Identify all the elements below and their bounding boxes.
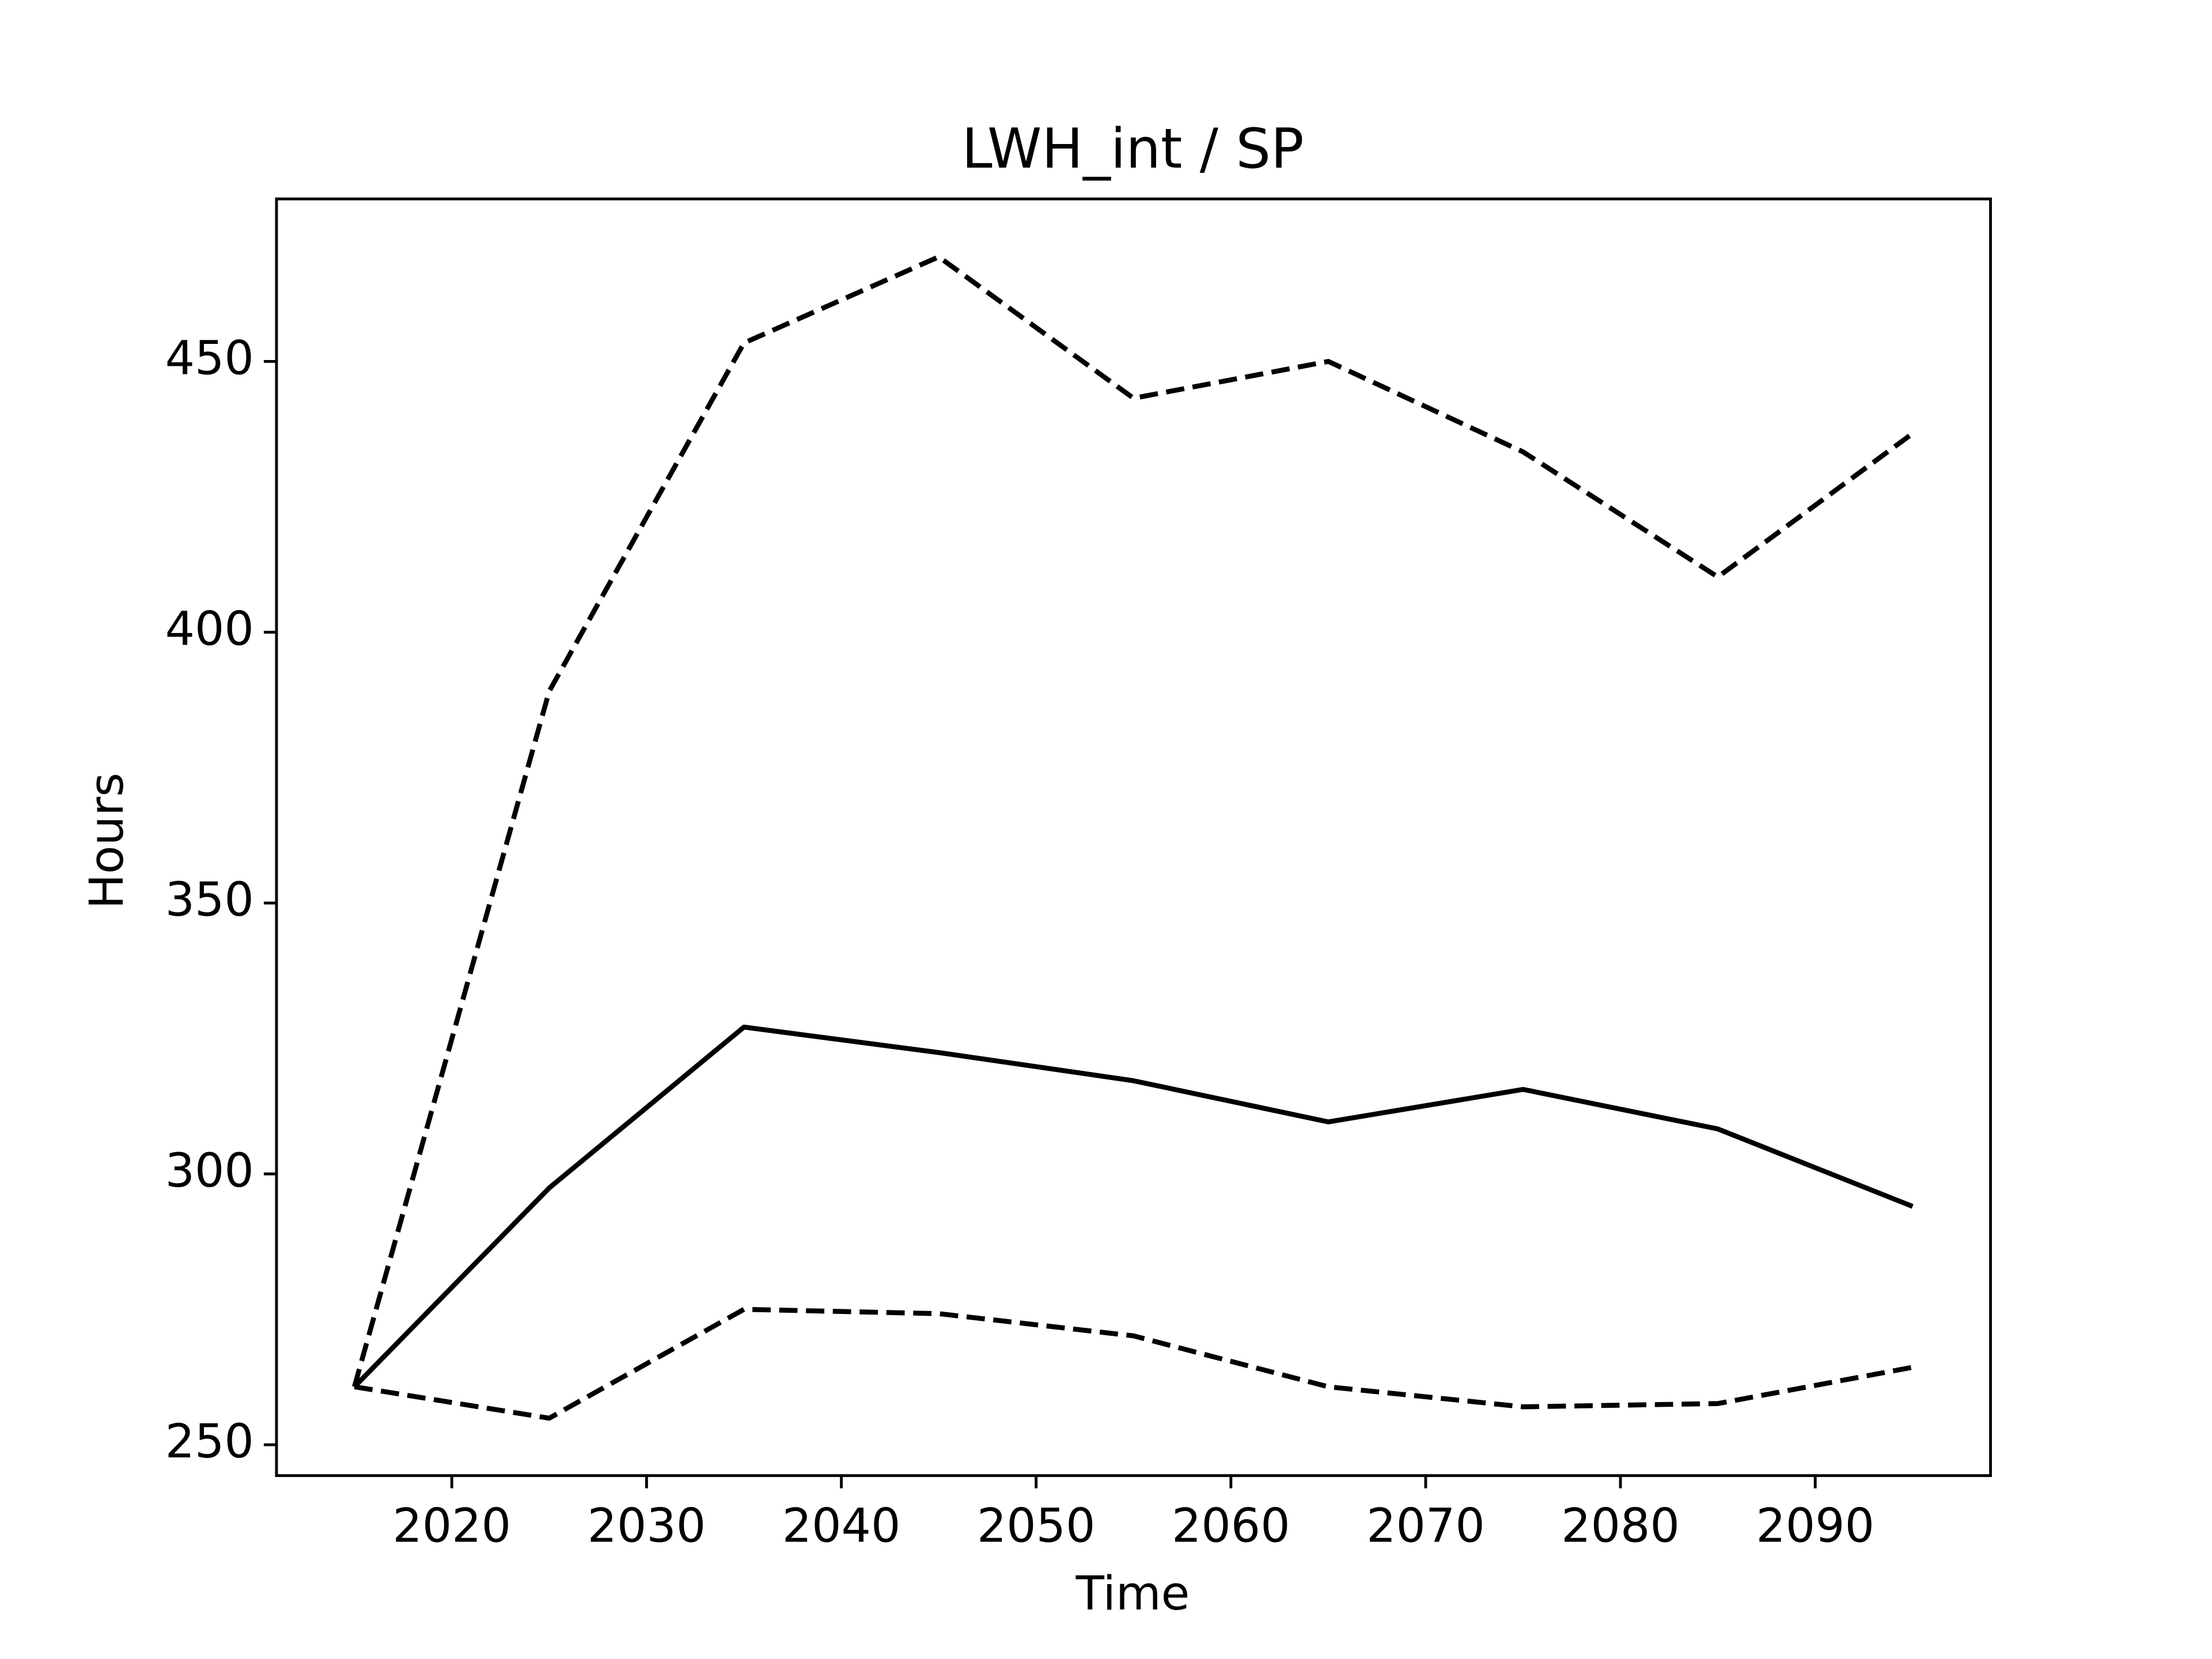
x-tick-label: 2030 bbox=[588, 1499, 706, 1554]
x-axis-label: Time bbox=[1075, 1567, 1190, 1621]
y-tick-label: 450 bbox=[165, 331, 254, 385]
y-tick-label: 250 bbox=[165, 1415, 254, 1469]
x-tick-label: 2050 bbox=[977, 1499, 1096, 1554]
plot-frame bbox=[275, 197, 1992, 1478]
x-tick-label: 2090 bbox=[1756, 1499, 1874, 1554]
series-line bbox=[353, 1024, 1914, 1389]
y-tick-label: 350 bbox=[165, 873, 254, 927]
x-tick-label: 2080 bbox=[1561, 1499, 1680, 1554]
chart-title: LWH_int / SP bbox=[962, 116, 1304, 181]
y-tick-label: 300 bbox=[165, 1144, 254, 1198]
x-tick-label: 2040 bbox=[782, 1499, 901, 1554]
x-tick-label: 2020 bbox=[393, 1499, 512, 1554]
y-axis-label: Hours bbox=[80, 772, 134, 909]
y-tick-label: 400 bbox=[165, 603, 254, 657]
x-tick-label: 2060 bbox=[1172, 1499, 1290, 1554]
x-tick-label: 2070 bbox=[1366, 1499, 1485, 1554]
series-line bbox=[354, 1306, 1914, 1421]
